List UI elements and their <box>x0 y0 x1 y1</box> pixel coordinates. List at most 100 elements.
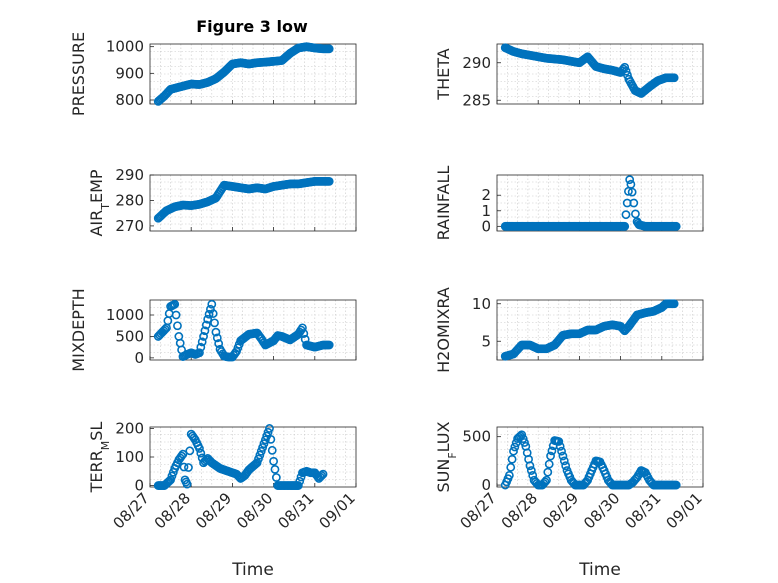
data-point <box>558 451 568 461</box>
data-point <box>504 470 514 480</box>
data-point <box>251 459 261 469</box>
series-markers <box>153 42 334 106</box>
data-point <box>557 446 566 456</box>
x-tick-label: 08/31 <box>274 489 317 532</box>
series-markers <box>153 424 328 490</box>
data-point <box>621 66 631 76</box>
data-point <box>669 299 679 309</box>
data-point <box>507 454 517 464</box>
data-point <box>166 475 175 485</box>
x-axis-label: Time <box>578 560 621 580</box>
data-point <box>270 464 280 474</box>
chart-pressure: 800 900 1000 PRESSURE <box>69 32 357 116</box>
x-tick-label: 08/30 <box>233 489 276 532</box>
data-point <box>170 299 180 309</box>
data-point <box>525 461 535 471</box>
data-point <box>509 446 518 456</box>
data-point <box>208 309 218 318</box>
data-point <box>195 444 204 453</box>
data-point <box>561 461 571 471</box>
x-tick-label: 08/27 <box>110 489 153 532</box>
y-tick-label: 5 <box>481 332 491 350</box>
data-point <box>263 427 273 437</box>
chart-h2omixra: 5 10 H2OMIXRA <box>434 287 704 373</box>
x-tick-label: 08/29 <box>539 489 582 532</box>
data-point <box>163 316 173 326</box>
data-point <box>178 449 188 459</box>
x-tick-label: 08/28 <box>151 489 194 532</box>
y-axis-label: AIRTEMP <box>87 169 112 236</box>
y-tick-label: 280 <box>115 191 144 209</box>
y-tick-label: 10 <box>472 295 491 313</box>
data-point <box>207 299 217 309</box>
chart-rainfall: 012 RAINFALL <box>434 166 704 241</box>
y-tick-label: 100 <box>115 448 144 466</box>
data-point <box>267 445 277 455</box>
y-tick-label: 500 <box>115 327 144 345</box>
x-tick-label: 09/01 <box>316 489 359 532</box>
data-point <box>620 221 630 231</box>
data-point <box>298 323 307 333</box>
data-point <box>520 438 529 447</box>
series-markers <box>153 299 334 362</box>
data-point <box>317 471 327 480</box>
x-axis-label: Time <box>231 560 274 580</box>
y-tick-label: 1000 <box>106 38 144 56</box>
data-point <box>671 480 681 490</box>
data-point <box>167 471 177 481</box>
data-point <box>324 340 334 350</box>
y-axis-label: SUNFLUX <box>434 421 459 492</box>
data-point <box>324 44 334 54</box>
data-point <box>629 198 639 208</box>
plot-frame <box>496 426 704 488</box>
data-point <box>669 73 679 83</box>
y-axis-label: RAINFALL <box>434 166 453 241</box>
data-point <box>269 456 278 466</box>
data-point <box>554 437 564 446</box>
data-point <box>559 456 569 466</box>
x-tick-label: 08/31 <box>621 489 664 532</box>
data-point <box>199 332 208 341</box>
x-tick-label: 08/30 <box>580 489 623 532</box>
series-markers <box>500 299 679 361</box>
data-point <box>177 451 186 461</box>
y-tick-label: 290 <box>115 166 144 184</box>
y-tick-label: 1000 <box>106 306 144 324</box>
figure-title: Figure 3 low <box>196 17 308 36</box>
x-tick-label: 08/29 <box>192 489 235 532</box>
y-tick-label: 900 <box>115 64 144 82</box>
data-point <box>210 318 219 328</box>
data-point <box>163 477 173 487</box>
y-tick-label: 0 <box>134 349 144 367</box>
data-point <box>518 434 528 444</box>
y-tick-label: 285 <box>462 91 491 109</box>
data-point <box>182 479 192 489</box>
y-axis-label: TERRMSL <box>87 422 112 494</box>
data-point <box>631 209 640 219</box>
data-point <box>260 435 270 445</box>
data-point <box>212 333 222 343</box>
data-point <box>160 324 170 334</box>
y-tick-label: 0 <box>481 476 491 494</box>
y-axis-label: H2OMIXRA <box>434 287 453 373</box>
data-point <box>171 310 181 320</box>
data-point <box>179 462 189 472</box>
plot-frame <box>149 43 357 105</box>
plot-frame <box>496 43 704 105</box>
data-point <box>671 221 681 231</box>
x-tick-label: 08/27 <box>457 489 500 532</box>
series-markers <box>500 175 681 231</box>
data-point <box>540 477 550 487</box>
data-point <box>197 337 207 347</box>
data-point <box>324 176 334 186</box>
data-point <box>266 434 276 444</box>
data-point <box>256 446 266 456</box>
plot-frame <box>149 174 357 232</box>
data-point <box>201 320 211 330</box>
series-markers <box>153 176 334 223</box>
data-point <box>555 441 565 451</box>
data-point <box>196 448 206 458</box>
